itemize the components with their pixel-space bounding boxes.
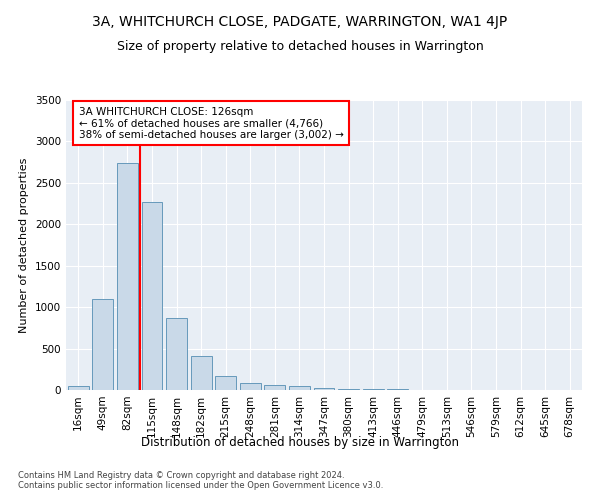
Text: 3A, WHITCHURCH CLOSE, PADGATE, WARRINGTON, WA1 4JP: 3A, WHITCHURCH CLOSE, PADGATE, WARRINGTO…	[92, 15, 508, 29]
Bar	[92, 299, 113, 390]
Text: 3A WHITCHURCH CLOSE: 126sqm
← 61% of detached houses are smaller (4,766)
38% of : 3A WHITCHURCH CLOSE: 126sqm ← 61% of det…	[79, 106, 343, 140]
Bar	[265, 385, 286, 390]
Bar	[166, 318, 187, 390]
Y-axis label: Number of detached properties: Number of detached properties	[19, 158, 29, 332]
Bar	[338, 388, 359, 390]
Bar	[240, 382, 261, 390]
Bar	[289, 386, 310, 390]
Bar	[314, 388, 334, 390]
Bar	[215, 376, 236, 390]
Text: Size of property relative to detached houses in Warrington: Size of property relative to detached ho…	[116, 40, 484, 53]
Bar	[362, 389, 383, 390]
Bar	[191, 356, 212, 390]
Bar	[68, 386, 89, 390]
Text: Contains HM Land Registry data © Crown copyright and database right 2024.
Contai: Contains HM Land Registry data © Crown c…	[18, 470, 383, 490]
Bar	[142, 202, 163, 390]
Bar	[117, 163, 138, 390]
Text: Distribution of detached houses by size in Warrington: Distribution of detached houses by size …	[141, 436, 459, 449]
